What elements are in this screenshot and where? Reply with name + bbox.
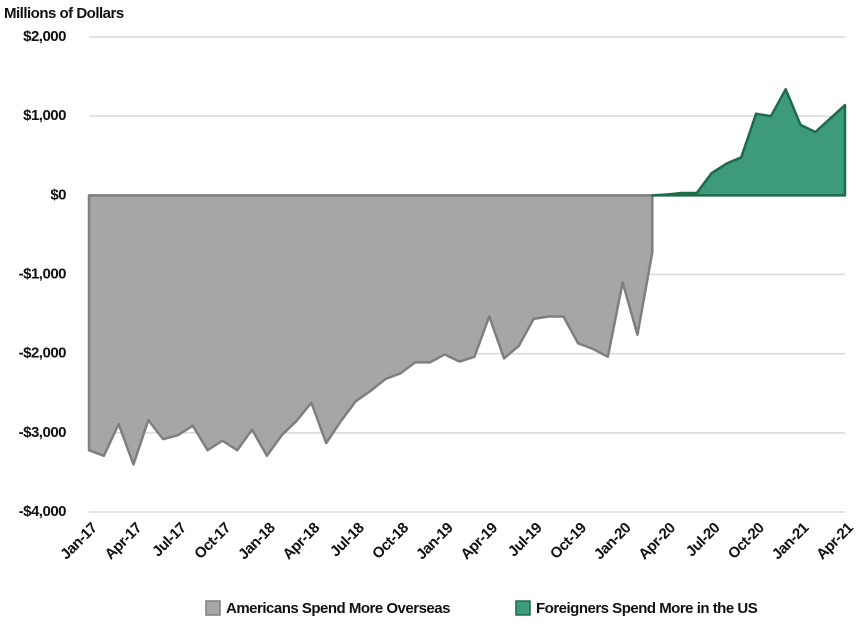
area (87, 194, 654, 466)
x-tick-label: Jan-18 (235, 520, 279, 564)
x-tick-label: Jan-21 (769, 520, 813, 564)
x-tick-label: Jul-17 (149, 520, 190, 561)
x-tick-label: Apr-18 (279, 520, 323, 564)
x-tick-label: Jan-17 (57, 520, 101, 564)
y-tick-label: -$2,000 (19, 345, 67, 362)
legend-swatch (205, 600, 221, 616)
y-tick-label: -$1,000 (19, 265, 67, 282)
x-tick-label: Apr-19 (457, 520, 501, 564)
x-tick-label: Jan-20 (591, 520, 635, 564)
x-tick-label: Jul-19 (505, 520, 546, 561)
area (651, 88, 847, 197)
x-tick-label: Apr-20 (635, 520, 679, 564)
x-tick-label: Apr-17 (102, 520, 146, 564)
x-tick-label: Oct-17 (191, 520, 234, 563)
x-tick-label: Apr-21 (813, 520, 856, 564)
x-tick-label: Jul-20 (683, 520, 724, 561)
legend-label: Americans Spend More Overseas (226, 600, 450, 617)
y-tick-label: -$3,000 (19, 424, 67, 441)
x-tick-label: Oct-19 (547, 520, 590, 563)
legend-label: Foreigners Spend More in the US (536, 600, 758, 617)
x-tick-label: Jan-19 (413, 520, 457, 564)
x-tick-label: Oct-20 (725, 520, 768, 563)
y-axis-label: Millions of Dollars (4, 5, 124, 22)
x-tick-label: Jul-18 (327, 520, 368, 561)
y-tick-label: -$4,000 (19, 503, 67, 520)
x-tick-label: Oct-18 (369, 520, 412, 563)
y-tick-label: $2,000 (23, 28, 66, 45)
legend-swatch (515, 600, 531, 616)
y-tick-label: $1,000 (23, 107, 66, 124)
y-tick-label: $0 (50, 186, 66, 203)
